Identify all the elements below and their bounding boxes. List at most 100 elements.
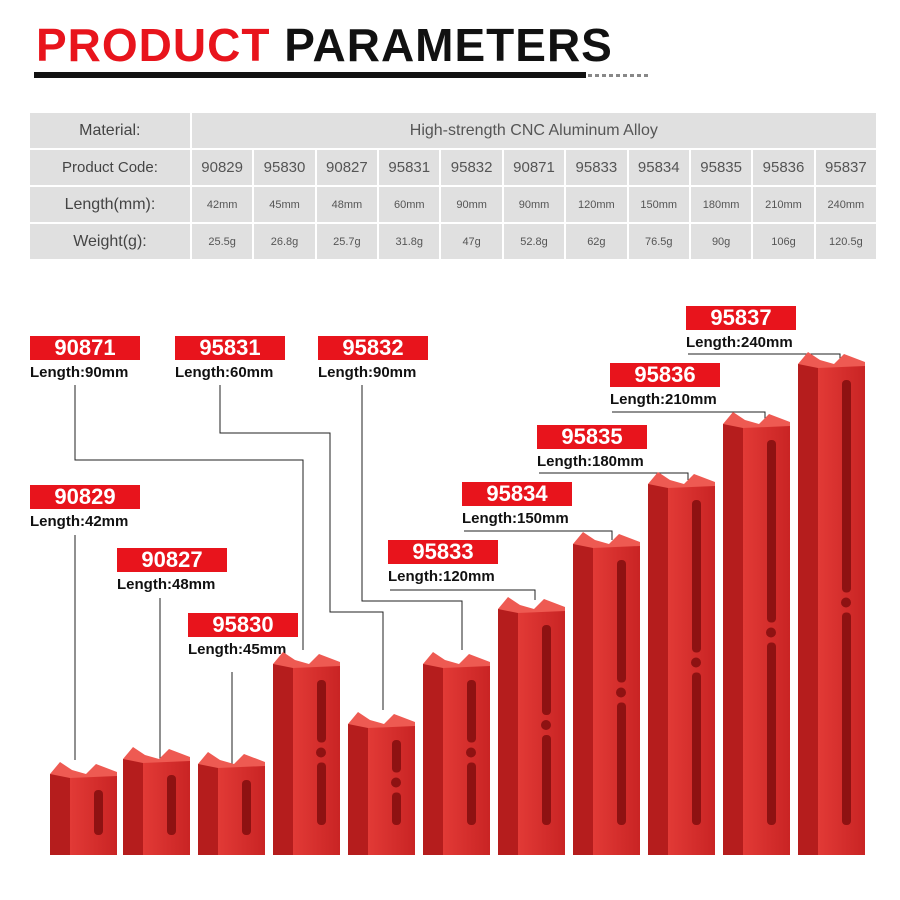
code-badge — [188, 613, 298, 637]
slot — [617, 702, 626, 825]
block-face — [218, 764, 265, 855]
table-cell: 25.5g — [191, 224, 253, 259]
product-code: 95831 — [199, 335, 260, 360]
block-face — [593, 544, 640, 855]
product-length: Length:42mm — [30, 513, 128, 530]
table-cell: 90829 — [191, 150, 253, 185]
code-badge — [30, 336, 140, 360]
slot — [542, 735, 551, 825]
title-main: PARAMETERS — [284, 19, 613, 71]
table-cell: 106g — [753, 224, 814, 259]
block-side — [348, 724, 368, 855]
slot — [467, 680, 476, 743]
row-header: Length(mm): — [30, 187, 190, 222]
slot — [94, 790, 103, 835]
product-code: 90829 — [54, 484, 115, 509]
slot — [842, 612, 851, 825]
table-cell: 52.8g — [503, 224, 565, 259]
table-cell: 26.8g — [254, 224, 315, 259]
block-top — [648, 472, 715, 488]
table-cell: 95835 — [690, 150, 752, 185]
block-side — [798, 364, 818, 855]
code-badge — [388, 540, 498, 564]
table-cell: 95836 — [753, 150, 814, 185]
table-cell: 90g — [690, 224, 752, 259]
table-cell: 60mm — [379, 187, 440, 222]
product-code: 95834 — [486, 481, 548, 506]
table-cell: 150mm — [628, 187, 689, 222]
title-accent: PRODUCT — [36, 19, 271, 71]
leader-line — [390, 589, 536, 600]
block-side — [423, 664, 443, 855]
block-side — [573, 544, 593, 855]
code-badge — [117, 548, 227, 572]
slot — [767, 642, 776, 825]
block-face — [743, 424, 790, 855]
block-face — [443, 664, 490, 855]
table-row: Length(mm): 42mm 45mm 48mm 60mm 90mm 90mm 120mm… — [30, 187, 878, 222]
hole — [391, 777, 401, 788]
table-row: Material: High-strength CNC Aluminum Allo… — [30, 113, 878, 148]
table-cell: 210mm — [753, 187, 814, 222]
table-cell: 95834 — [628, 150, 689, 185]
block-side — [648, 484, 668, 855]
table-cell: 31.8g — [379, 224, 440, 259]
slot — [767, 440, 776, 623]
block-face — [518, 609, 565, 855]
table-cell: 25.7g — [316, 224, 378, 259]
product-code: 90871 — [54, 335, 115, 360]
table-cell: High-strength CNC Aluminum Alloy — [191, 113, 876, 148]
product-code: 95832 — [342, 335, 403, 360]
block-top — [723, 412, 790, 428]
product-length: Length:210mm — [610, 391, 717, 408]
block-top — [423, 652, 490, 668]
product-length: Length:90mm — [318, 364, 416, 381]
table-cell: 47g — [441, 224, 502, 259]
leader-line — [219, 385, 384, 710]
code-badge — [30, 485, 140, 509]
leader-line — [539, 472, 689, 480]
hole — [766, 627, 776, 638]
block-top — [498, 597, 565, 613]
block-side — [723, 424, 743, 855]
table-row: Product Code: 90829 95830 90827 95831 95832 90… — [30, 150, 878, 185]
code-badge — [610, 363, 720, 387]
block-top — [798, 352, 865, 368]
slot — [242, 780, 251, 835]
table-cell: 90mm — [503, 187, 565, 222]
table-cell: 45mm — [254, 187, 315, 222]
product-code: 95833 — [412, 539, 473, 564]
hole — [691, 657, 701, 668]
hole — [541, 720, 551, 730]
slot — [842, 380, 851, 593]
table-cell: 95830 — [254, 150, 315, 185]
table-row: Weight(g): 25.5g 26.8g 25.7g 31.8g 47g 52.8g 62… — [30, 224, 878, 259]
slot — [167, 775, 176, 835]
table-cell: 90mm — [441, 187, 502, 222]
table-cell: 180mm — [690, 187, 752, 222]
code-badge — [175, 336, 285, 360]
block-face — [668, 484, 715, 855]
table-cell: 42mm — [191, 187, 253, 222]
table-cell: 120.5g — [815, 224, 877, 259]
row-header: Weight(g): — [30, 224, 190, 259]
product-length: Length:45mm — [188, 641, 286, 658]
leader-line — [361, 385, 463, 650]
product-length: Length:120mm — [388, 568, 495, 585]
product-code: 95830 — [212, 612, 273, 637]
leader-line — [464, 530, 613, 540]
title-underline — [34, 72, 586, 78]
block-face — [818, 364, 865, 855]
product-length: Length:150mm — [462, 510, 569, 527]
hole — [466, 747, 476, 758]
table-cell: 62g — [566, 224, 627, 259]
table-cell: 95831 — [379, 150, 440, 185]
slot — [392, 740, 401, 773]
table-cell: 120mm — [566, 187, 627, 222]
table-cell: 95833 — [566, 150, 627, 185]
product-length: Length:90mm — [30, 364, 128, 381]
block-side — [123, 759, 143, 855]
product-code: 95836 — [634, 362, 695, 387]
